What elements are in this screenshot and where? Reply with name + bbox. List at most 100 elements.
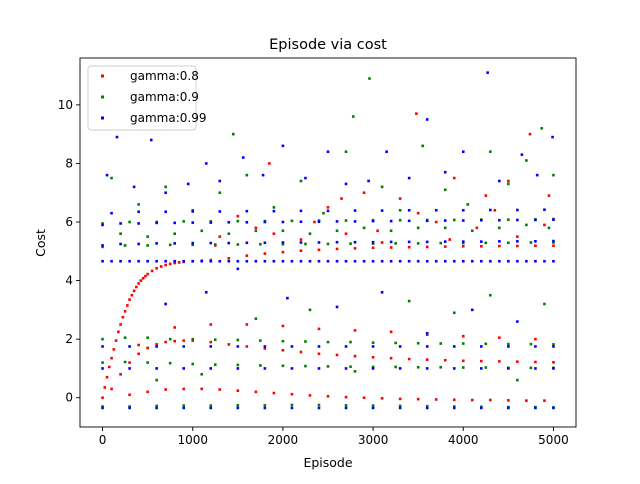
data-point — [534, 345, 537, 348]
data-point — [398, 197, 402, 200]
data-point — [155, 343, 158, 346]
data-point — [326, 259, 330, 263]
legend: gamma:0.8 gamma:0.9 gamma:0.99 — [87, 65, 206, 131]
data-point — [475, 226, 479, 230]
data-point — [281, 144, 285, 148]
data-point — [480, 218, 483, 222]
data-point — [155, 406, 158, 410]
data-point — [128, 298, 131, 301]
data-point — [416, 341, 420, 345]
x-tick-label: 4000 — [448, 433, 479, 447]
data-point — [272, 232, 276, 236]
data-point — [470, 259, 474, 263]
data-point — [119, 259, 122, 263]
x-tick-label: 3000 — [358, 433, 389, 447]
data-point — [290, 219, 294, 223]
data-point — [480, 367, 483, 370]
data-point — [335, 220, 339, 223]
data-point — [137, 242, 140, 246]
data-point — [540, 126, 544, 130]
data-point — [209, 221, 213, 224]
data-point — [443, 245, 447, 248]
data-point — [326, 206, 330, 209]
data-point — [123, 360, 127, 364]
data-point — [254, 317, 258, 320]
x-tick-label: 5000 — [538, 433, 569, 447]
data-point — [236, 338, 240, 342]
data-point — [299, 259, 303, 263]
data-point — [173, 259, 176, 263]
data-point — [326, 340, 330, 344]
data-point — [461, 245, 465, 248]
data-point — [398, 367, 402, 370]
data-point — [461, 208, 465, 212]
data-point — [516, 244, 519, 248]
data-point — [452, 398, 456, 402]
data-point — [326, 209, 330, 213]
data-point — [304, 364, 307, 368]
data-point — [335, 240, 339, 244]
data-point — [371, 246, 375, 250]
data-point — [489, 293, 492, 297]
data-point — [371, 219, 375, 223]
data-point — [534, 259, 537, 263]
data-point — [489, 259, 492, 263]
data-point — [529, 241, 533, 244]
data-point — [452, 218, 456, 222]
data-point — [281, 220, 285, 224]
data-point — [552, 239, 555, 243]
data-point — [182, 406, 186, 410]
data-point — [155, 221, 158, 225]
data-point — [344, 406, 348, 410]
data-point — [182, 259, 186, 263]
x-tick-label: 1000 — [177, 433, 208, 447]
data-point — [551, 135, 554, 139]
data-point — [452, 406, 456, 410]
data-point — [552, 360, 555, 364]
data-point — [236, 406, 240, 410]
data-point — [263, 347, 267, 350]
data-point — [182, 367, 186, 370]
data-point — [119, 372, 122, 376]
data-point — [236, 214, 240, 218]
data-point — [507, 367, 510, 370]
data-point — [480, 345, 483, 348]
data-point — [317, 241, 321, 244]
data-point — [470, 398, 474, 402]
data-point — [155, 266, 158, 270]
data-point — [110, 387, 113, 391]
data-point — [101, 396, 104, 400]
data-point — [308, 308, 312, 312]
legend-marker-gamma-0-8 — [101, 74, 104, 78]
data-point — [407, 176, 411, 180]
data-point — [155, 259, 158, 263]
data-point — [128, 406, 131, 410]
data-point — [245, 345, 249, 348]
data-point — [362, 226, 366, 230]
data-point — [507, 218, 510, 221]
data-point — [101, 259, 104, 263]
data-point — [236, 345, 240, 348]
data-point — [534, 337, 537, 341]
data-point — [507, 399, 510, 402]
data-point — [434, 398, 438, 401]
data-point — [340, 197, 343, 200]
data-point — [101, 345, 104, 348]
data-point — [543, 302, 546, 306]
data-point — [425, 245, 429, 249]
data-point — [299, 241, 303, 244]
data-point — [552, 259, 555, 263]
data-point — [286, 296, 289, 300]
data-point — [254, 259, 258, 263]
data-point — [416, 211, 420, 215]
data-point — [371, 367, 375, 370]
data-point — [150, 269, 154, 273]
data-point — [101, 337, 104, 341]
data-point — [389, 246, 393, 249]
data-point — [552, 244, 555, 248]
data-point — [380, 290, 384, 294]
data-point — [434, 220, 438, 224]
data-point — [353, 354, 357, 358]
data-point — [507, 241, 510, 245]
data-point — [480, 259, 483, 263]
